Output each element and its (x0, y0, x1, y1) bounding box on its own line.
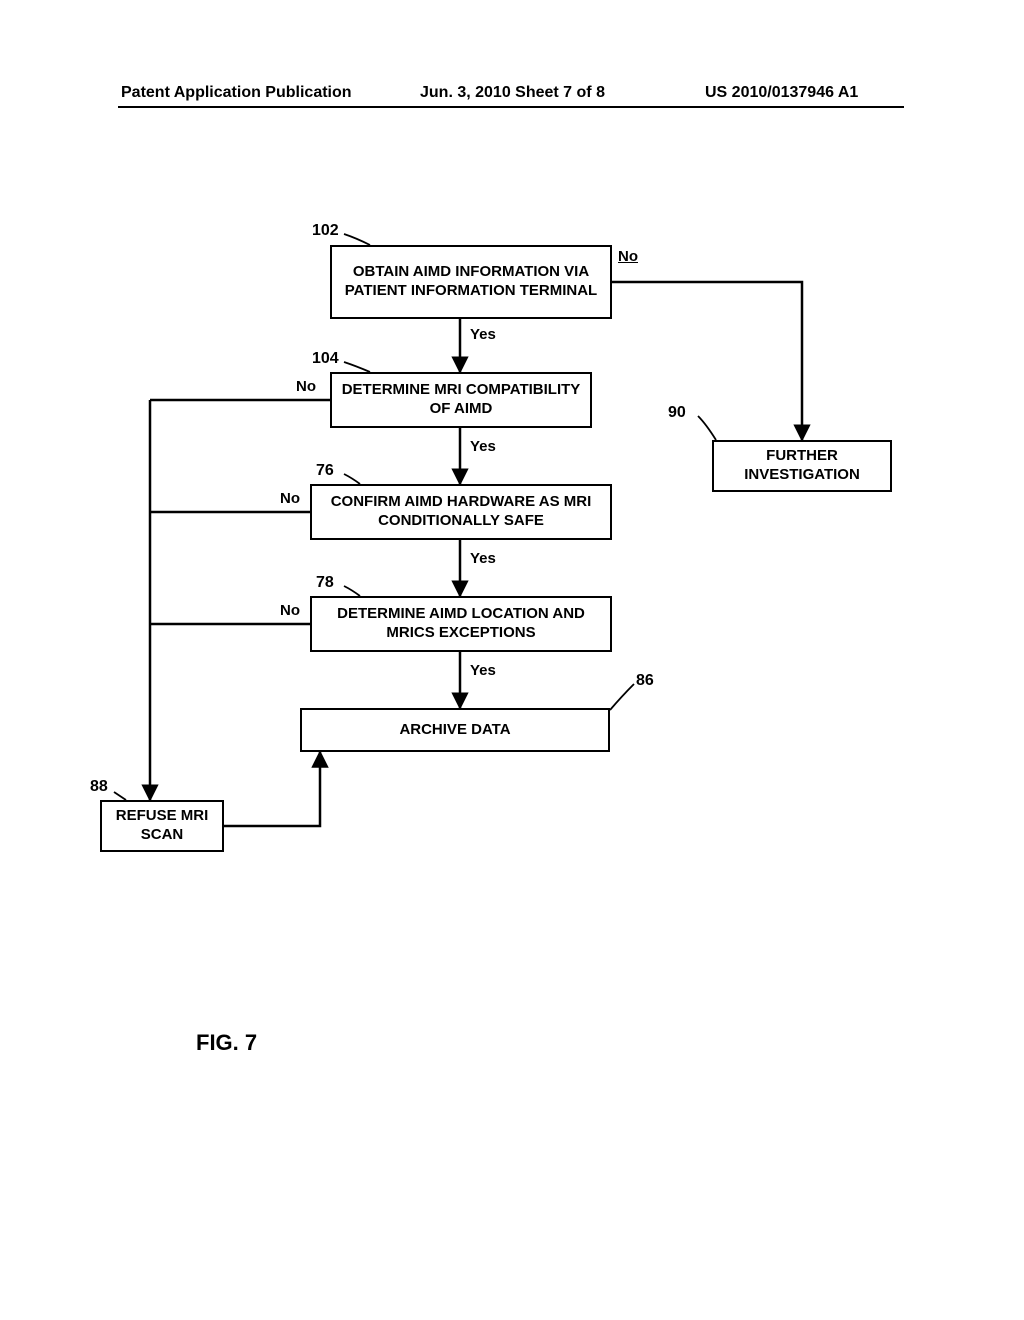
edge-102-no: No (618, 248, 638, 265)
header-center: Jun. 3, 2010 Sheet 7 of 8 (420, 84, 605, 102)
box-102: OBTAIN AIMD INFORMATION VIA PATIENT INFO… (330, 245, 612, 319)
edge-76-yes: Yes (470, 550, 496, 567)
header-rule (118, 106, 904, 108)
edge-102-yes: Yes (470, 326, 496, 343)
ref-88: 88 (90, 778, 108, 796)
connectors-svg (0, 0, 1024, 1320)
ref-90: 90 (668, 404, 686, 422)
box-78: DETERMINE AIMD LOCATION AND MRICS EXCEPT… (310, 596, 612, 652)
page-root: Patent Application Publication Jun. 3, 2… (0, 0, 1024, 1320)
box-104: DETERMINE MRI COMPATIBILITY OF AIMD (330, 372, 592, 428)
box-86: ARCHIVE DATA (300, 708, 610, 752)
ref-76: 76 (316, 462, 334, 480)
edge-78-no: No (280, 602, 300, 619)
edge-76-no: No (280, 490, 300, 507)
ref-104: 104 (312, 350, 339, 368)
header-left: Patent Application Publication (121, 84, 352, 102)
box-76: CONFIRM AIMD HARDWARE AS MRI CONDITIONAL… (310, 484, 612, 540)
ref-78: 78 (316, 574, 334, 592)
box-88: REFUSE MRI SCAN (100, 800, 224, 852)
ref-86: 86 (636, 672, 654, 690)
edge-104-no: No (296, 378, 316, 395)
figure-label: FIG. 7 (196, 1030, 257, 1056)
edge-104-yes: Yes (470, 438, 496, 455)
box-90: FURTHER INVESTIGATION (712, 440, 892, 492)
ref-102: 102 (312, 222, 339, 240)
header-right: US 2010/0137946 A1 (705, 84, 858, 102)
edge-78-yes: Yes (470, 662, 496, 679)
